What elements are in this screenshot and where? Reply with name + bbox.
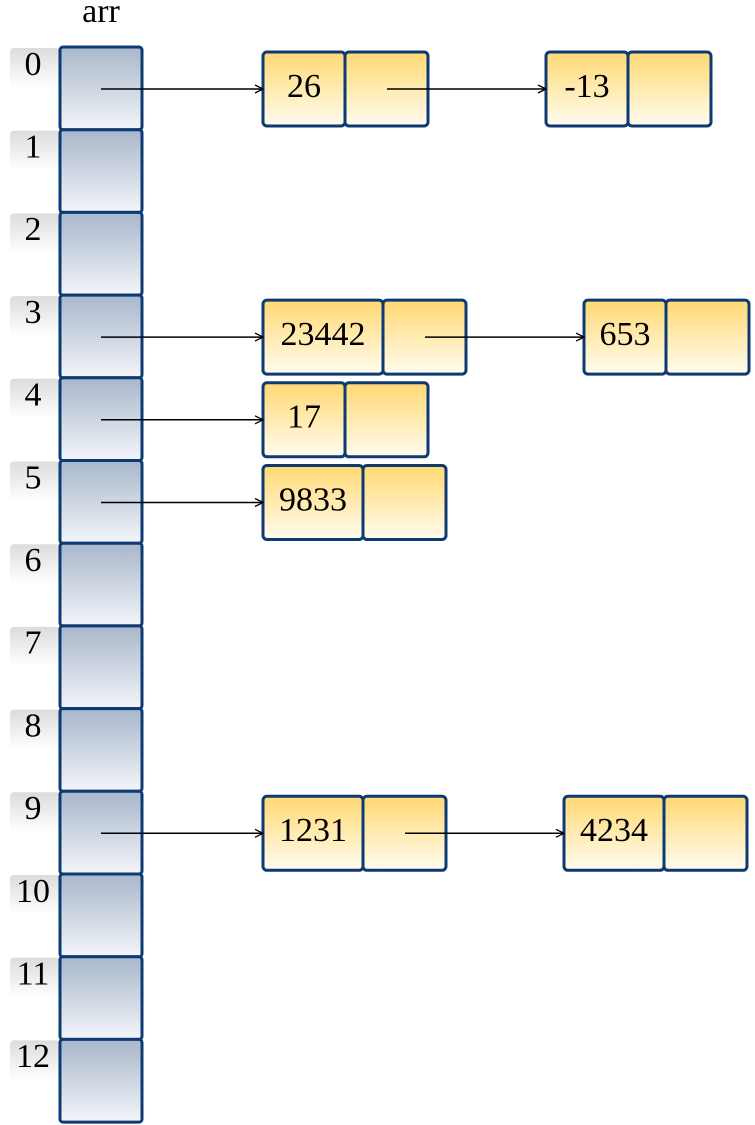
index-label: 0 [25, 46, 42, 83]
array-cell [58, 624, 144, 711]
index-label: 5 [25, 459, 42, 496]
node-next-cell [626, 50, 713, 128]
array-cell [58, 872, 144, 959]
index-label: 9 [25, 790, 42, 827]
index-background [10, 875, 60, 915]
node-next-cell [343, 381, 430, 459]
array-cell [58, 210, 144, 297]
index-label: 8 [25, 707, 42, 744]
index-background [10, 626, 60, 667]
index-label: 4 [25, 377, 42, 414]
array-cell [58, 128, 144, 214]
node-next-cell [361, 464, 448, 541]
node-value: 653 [600, 316, 651, 353]
node-value: 23442 [281, 316, 366, 353]
array-cell [58, 955, 144, 1041]
index-background [10, 130, 60, 171]
index-label: 2 [25, 211, 42, 248]
index-label: 6 [25, 542, 42, 579]
index-label: 1 [25, 128, 42, 165]
array-cell [58, 1037, 144, 1124]
array-cell [58, 541, 144, 628]
index-background [10, 296, 60, 337]
node-next-cell [662, 794, 749, 872]
node-value: 17 [287, 399, 321, 436]
node-value: 26 [287, 68, 321, 105]
index-background [10, 792, 60, 833]
node-value: 1231 [279, 812, 347, 849]
node-value: 9833 [279, 481, 347, 518]
node-value: -13 [564, 68, 609, 105]
index-background [10, 1040, 60, 1081]
node-next-cell [664, 298, 751, 376]
index-background [10, 544, 60, 585]
array-title: arr [82, 0, 120, 30]
index-label: 3 [25, 294, 42, 331]
array-cell [58, 707, 144, 793]
index-label: 7 [25, 625, 42, 662]
index-background [10, 213, 60, 254]
index-label: 11 [17, 955, 50, 992]
index-background [10, 461, 60, 502]
index-label: 10 [16, 873, 50, 910]
index-label: 12 [16, 1038, 50, 1075]
node-value: 4234 [580, 812, 648, 849]
index-background [10, 48, 60, 88]
index-background [10, 709, 60, 750]
index-background [10, 378, 60, 419]
index-background [10, 957, 60, 998]
